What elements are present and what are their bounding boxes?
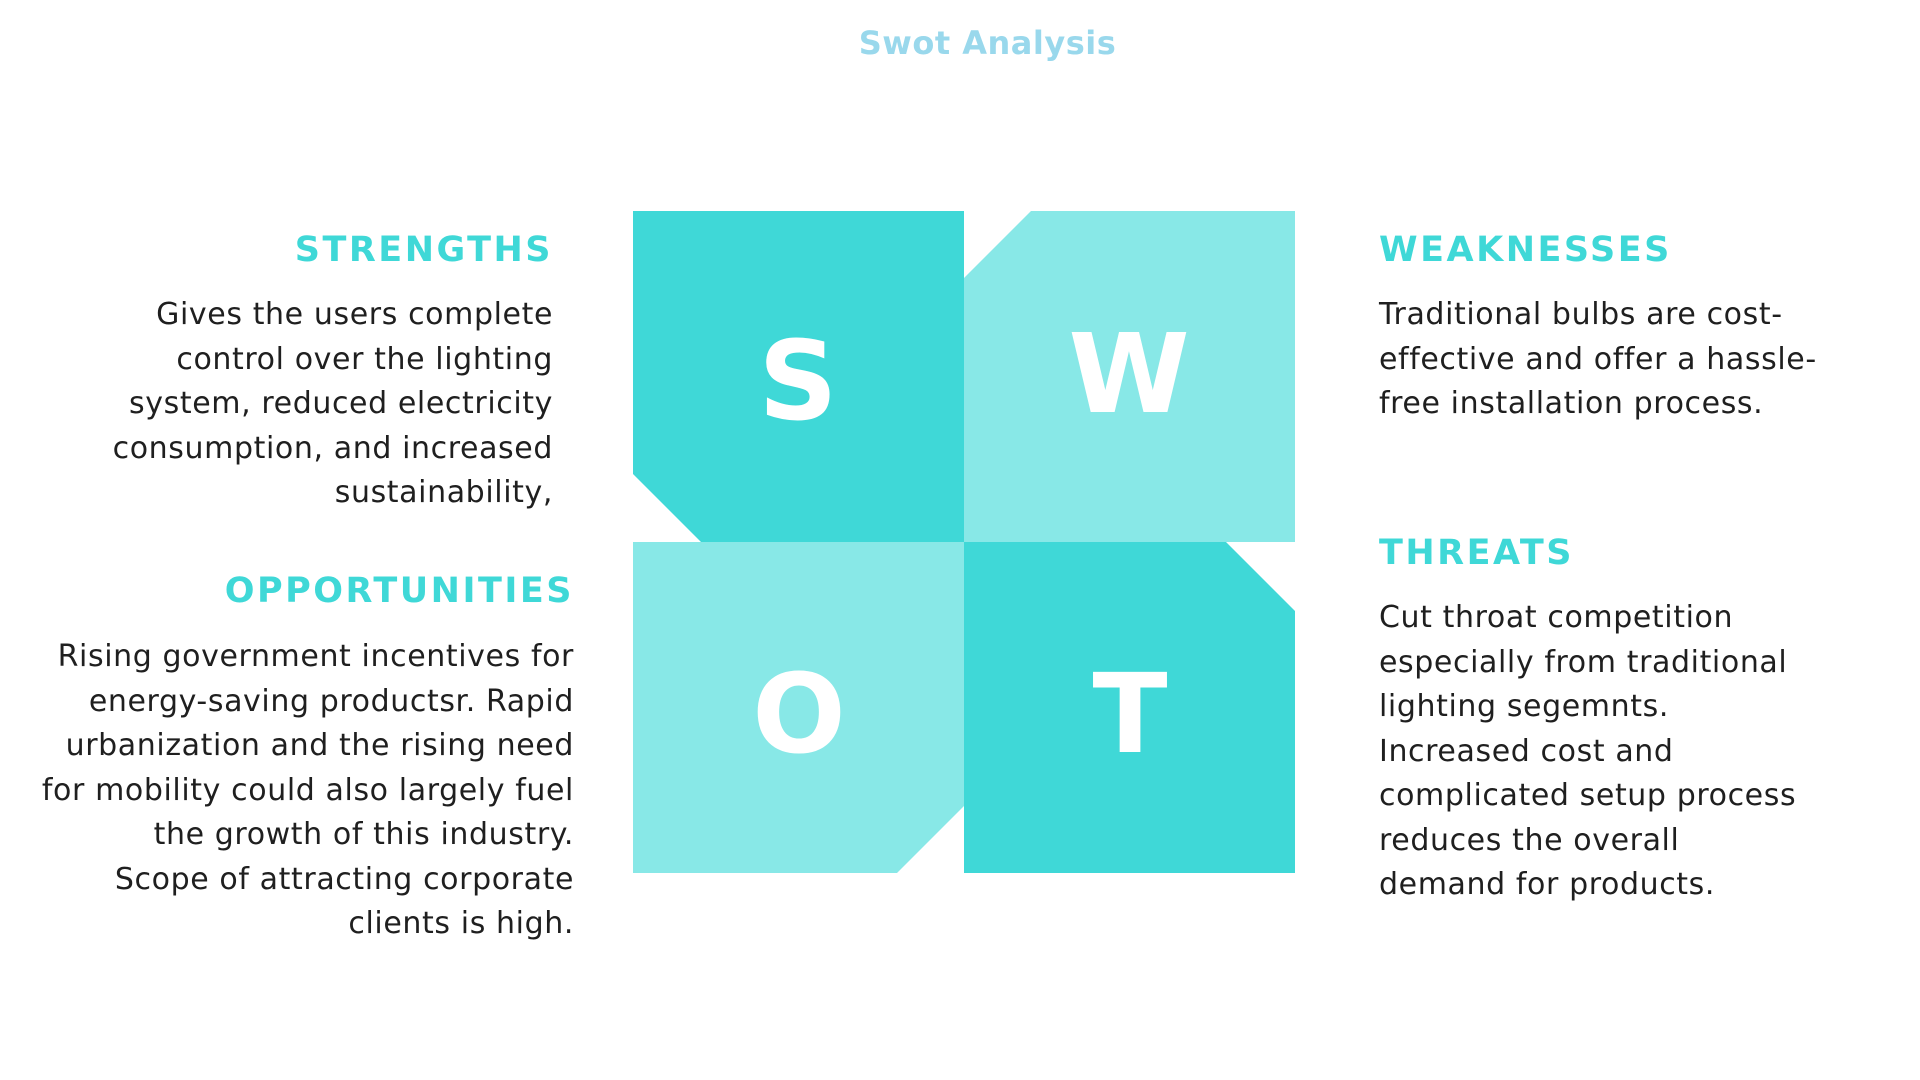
s-letter: S (758, 317, 837, 445)
page-title: Swot Analysis (858, 24, 1117, 62)
opportunities-text: Rising government incentives for energy-… (41, 639, 574, 941)
t-quadrant (964, 542, 1295, 873)
t-letter: T (1092, 650, 1167, 778)
weaknesses-text: Traditional bulbs are cost- effective an… (1379, 297, 1817, 421)
s-quadrant (633, 211, 964, 542)
w-letter: W (1068, 310, 1189, 438)
swot-grid-svg: S W O T (633, 211, 1295, 873)
weaknesses-heading: WEAKNESSES (1379, 230, 1672, 270)
threats-text: Cut throat competition especially from t… (1379, 600, 1797, 902)
opportunities-heading: OPPORTUNITIES (224, 571, 574, 611)
w-quadrant (964, 211, 1295, 542)
strengths-heading: STRENGTHS (294, 230, 553, 270)
strengths-text: Gives the users complete control over th… (112, 297, 553, 510)
swot-grid: S W O T (633, 211, 1295, 873)
threats-heading: THREATS (1379, 533, 1574, 573)
o-quadrant (633, 542, 964, 873)
o-letter: O (752, 650, 846, 778)
